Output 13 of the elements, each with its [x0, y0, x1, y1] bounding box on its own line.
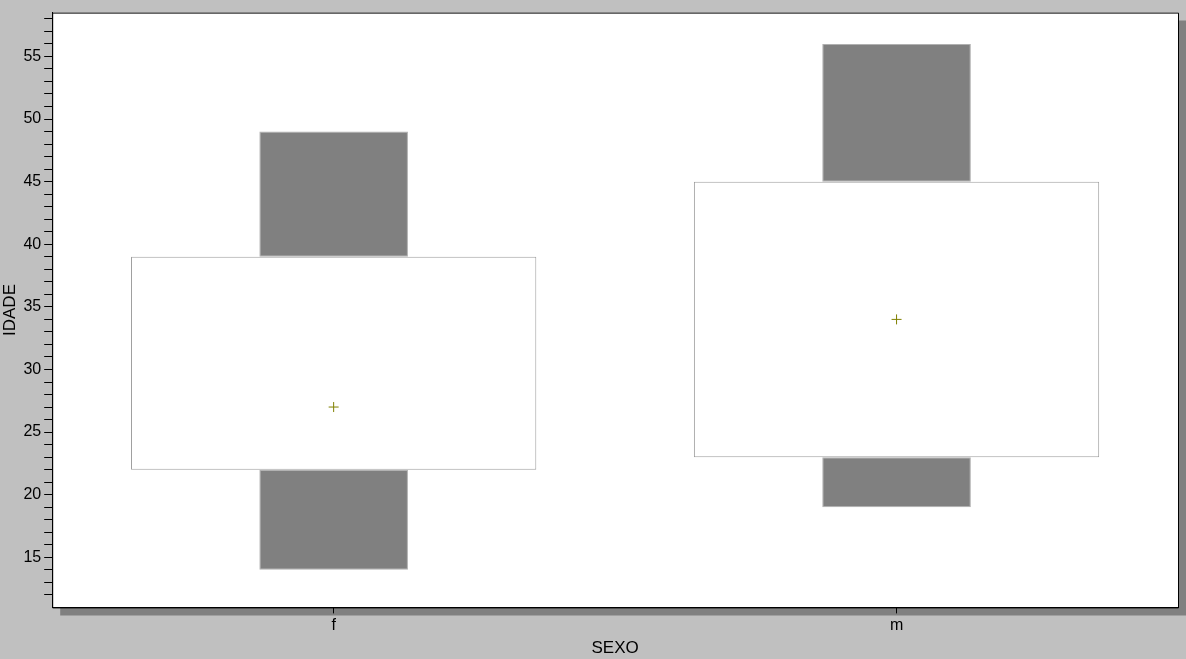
x-tick-label: m [889, 616, 904, 634]
y-tick-label: 15 [23, 547, 42, 565]
y-tick-label: 55 [23, 46, 42, 64]
y-axis-title: IDADE [0, 284, 19, 336]
x-axis-title: SEXO [591, 638, 639, 658]
x-tick-label: f [331, 616, 337, 634]
y-tick-label: 20 [23, 485, 42, 503]
y-tick-label: 40 [23, 234, 42, 252]
y-tick-label: 35 [23, 297, 42, 315]
y-tick-label: 30 [23, 359, 42, 377]
y-tick-label: 45 [23, 172, 42, 190]
y-tick-label: 50 [23, 109, 42, 127]
y-tick-label: 25 [23, 422, 42, 440]
